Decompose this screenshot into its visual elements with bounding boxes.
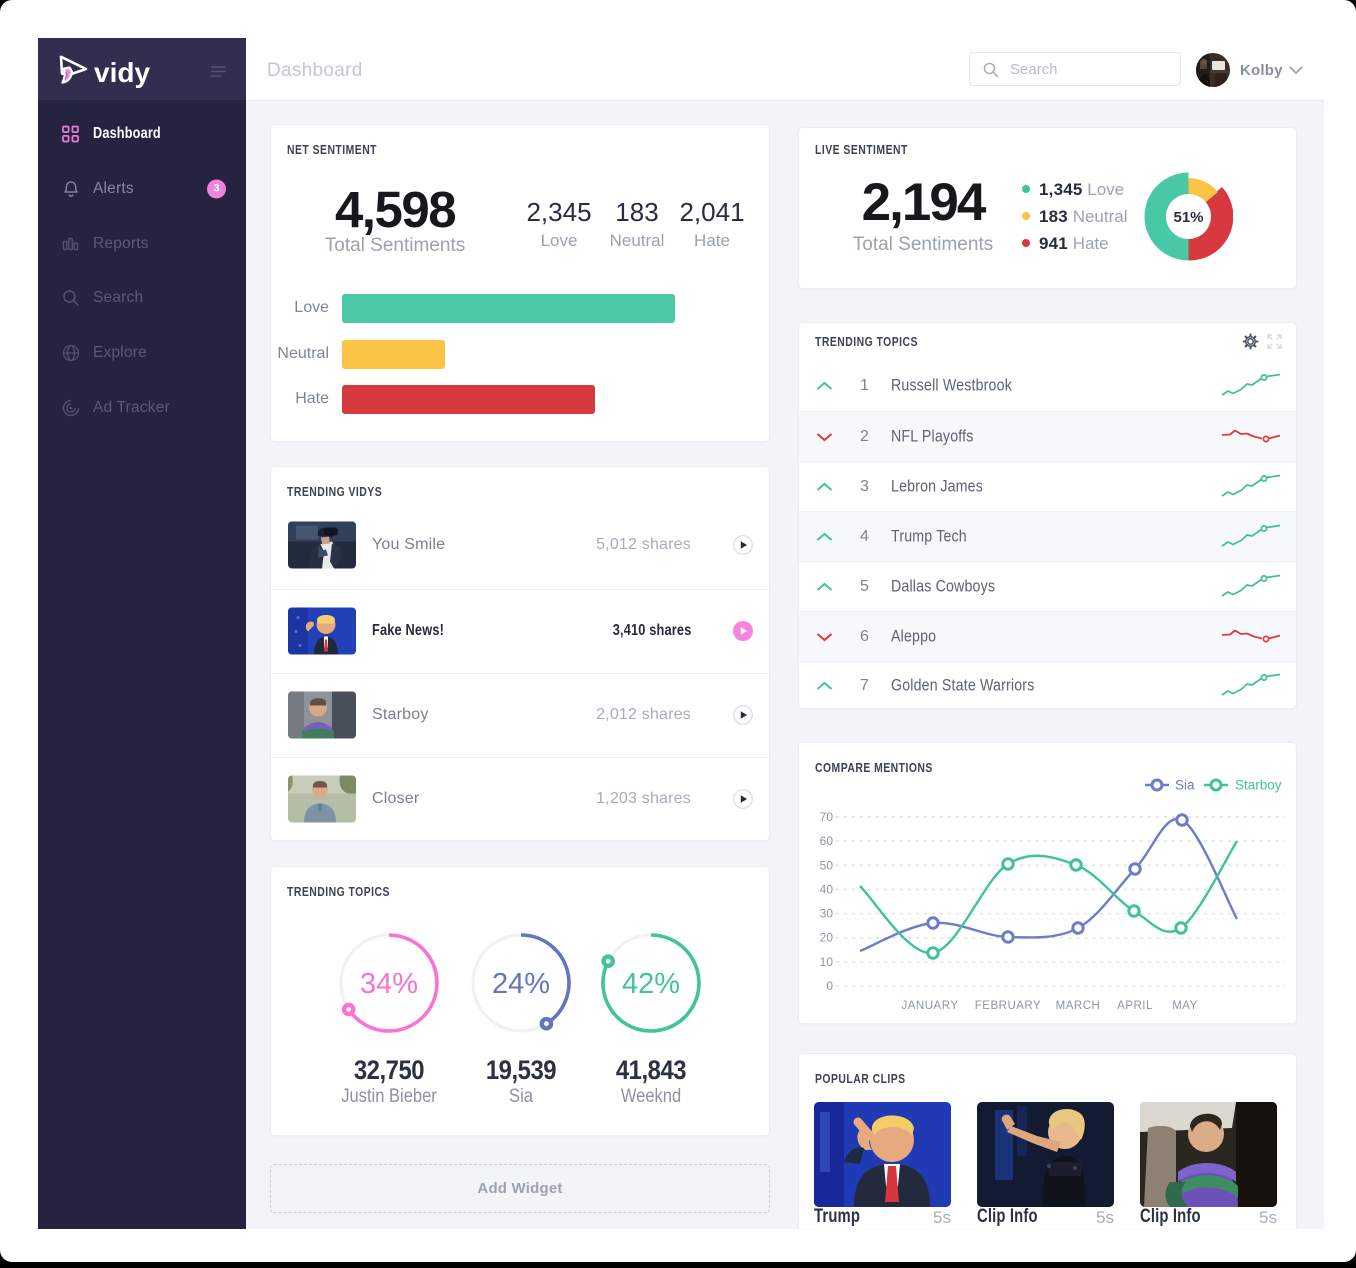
svg-text:30: 30 [820, 907, 834, 921]
svg-text:Sia: Sia [1175, 778, 1195, 793]
svg-text:Starboy: Starboy [1235, 778, 1282, 793]
svg-text:50: 50 [820, 858, 834, 872]
svg-text:JANUARY: JANUARY [902, 1000, 959, 1012]
svg-text:MAY: MAY [1172, 1000, 1198, 1012]
svg-text:70: 70 [820, 810, 834, 824]
svg-text:0: 0 [826, 979, 833, 993]
svg-text:60: 60 [820, 834, 834, 848]
svg-text:51%: 51% [1173, 209, 1203, 226]
svg-text:34%: 34% [360, 968, 418, 1000]
svg-text:24%: 24% [492, 968, 550, 1000]
svg-text:40: 40 [820, 882, 834, 896]
svg-text:10: 10 [820, 955, 834, 969]
svg-text:APRIL: APRIL [1117, 1000, 1153, 1012]
svg-text:FEBRUARY: FEBRUARY [975, 1000, 1041, 1012]
svg-text:20: 20 [820, 931, 834, 945]
svg-text:MARCH: MARCH [1056, 1000, 1101, 1012]
svg-text:42%: 42% [622, 968, 680, 1000]
